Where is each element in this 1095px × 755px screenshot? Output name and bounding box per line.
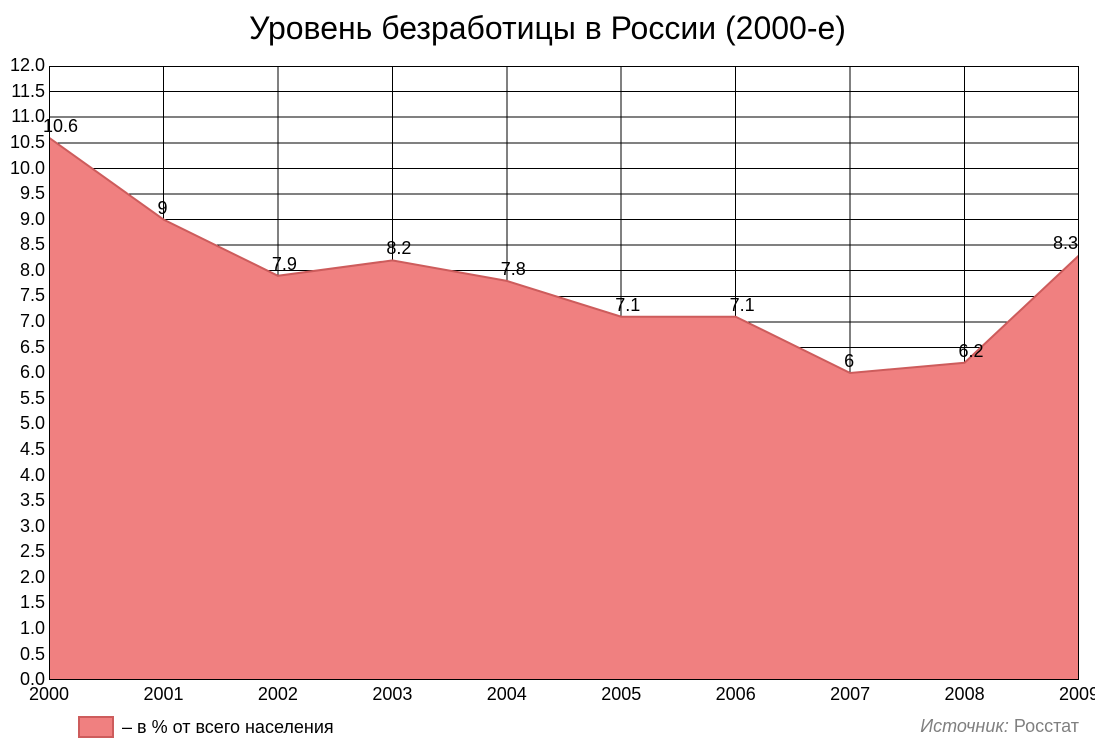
data-point-label: 6 bbox=[844, 351, 854, 372]
y-axis-tick-label: 2.0 bbox=[20, 567, 45, 588]
y-axis-tick-label: 5.5 bbox=[20, 388, 45, 409]
y-axis-tick-label: 3.0 bbox=[20, 516, 45, 537]
y-axis-tick-label: 9.5 bbox=[20, 183, 45, 204]
x-axis-tick-label: 2009 bbox=[1059, 684, 1095, 705]
legend-label: – в % от всего населения bbox=[122, 717, 334, 738]
x-axis-tick-label: 2007 bbox=[830, 684, 870, 705]
x-axis-tick-label: 2004 bbox=[487, 684, 527, 705]
data-point-label: 10.6 bbox=[43, 116, 78, 137]
x-axis-tick-label: 2001 bbox=[143, 684, 183, 705]
source-label: Источник: bbox=[920, 716, 1009, 736]
y-axis-tick-label: 4.0 bbox=[20, 465, 45, 486]
chart-plot bbox=[49, 66, 1079, 680]
y-axis-tick-label: 3.5 bbox=[20, 490, 45, 511]
data-point-label: 7.1 bbox=[615, 295, 640, 316]
x-axis-tick-label: 2008 bbox=[945, 684, 985, 705]
x-axis-tick-label: 2005 bbox=[601, 684, 641, 705]
data-point-label: 9 bbox=[157, 198, 167, 219]
y-axis-tick-label: 11.5 bbox=[11, 81, 45, 102]
data-point-label: 6.2 bbox=[959, 341, 984, 362]
y-axis-tick-label: 4.5 bbox=[20, 439, 45, 460]
legend-swatch bbox=[78, 716, 114, 738]
y-axis-tick-label: 1.5 bbox=[20, 592, 45, 613]
x-axis-tick-label: 2002 bbox=[258, 684, 298, 705]
y-axis-tick-label: 6.5 bbox=[20, 337, 45, 358]
y-axis-tick-label: 10.0 bbox=[10, 158, 45, 179]
y-axis-tick-label: 12.0 bbox=[10, 55, 45, 76]
y-axis-tick-label: 11.0 bbox=[11, 106, 45, 127]
chart-title: Уровень безработицы в России (2000-е) bbox=[0, 10, 1095, 47]
x-axis-tick-label: 2000 bbox=[29, 684, 69, 705]
y-axis-tick-label: 1.0 bbox=[20, 618, 45, 639]
data-point-label: 8.2 bbox=[386, 238, 411, 259]
data-point-label: 7.8 bbox=[501, 259, 526, 280]
y-axis-tick-label: 0.5 bbox=[20, 644, 45, 665]
y-axis-tick-label: 10.5 bbox=[10, 132, 45, 153]
y-axis-tick-label: 9.0 bbox=[20, 209, 45, 230]
x-axis-tick-label: 2003 bbox=[372, 684, 412, 705]
y-axis-tick-label: 8.0 bbox=[20, 260, 45, 281]
y-axis-tick-label: 6.0 bbox=[20, 362, 45, 383]
data-point-label: 7.1 bbox=[730, 295, 755, 316]
x-axis-tick-label: 2006 bbox=[716, 684, 756, 705]
source-value: Росстат bbox=[1009, 716, 1079, 736]
data-point-label: 7.9 bbox=[272, 254, 297, 275]
data-point-label: 8.3 bbox=[1053, 233, 1078, 254]
source-citation: Источник: Росстат bbox=[920, 716, 1079, 737]
y-axis-tick-label: 5.0 bbox=[20, 413, 45, 434]
y-axis-tick-label: 8.5 bbox=[20, 234, 45, 255]
y-axis-tick-label: 2.5 bbox=[20, 541, 45, 562]
y-axis-tick-label: 7.5 bbox=[20, 285, 45, 306]
y-axis-tick-label: 7.0 bbox=[20, 311, 45, 332]
legend: – в % от всего населения bbox=[78, 716, 334, 738]
